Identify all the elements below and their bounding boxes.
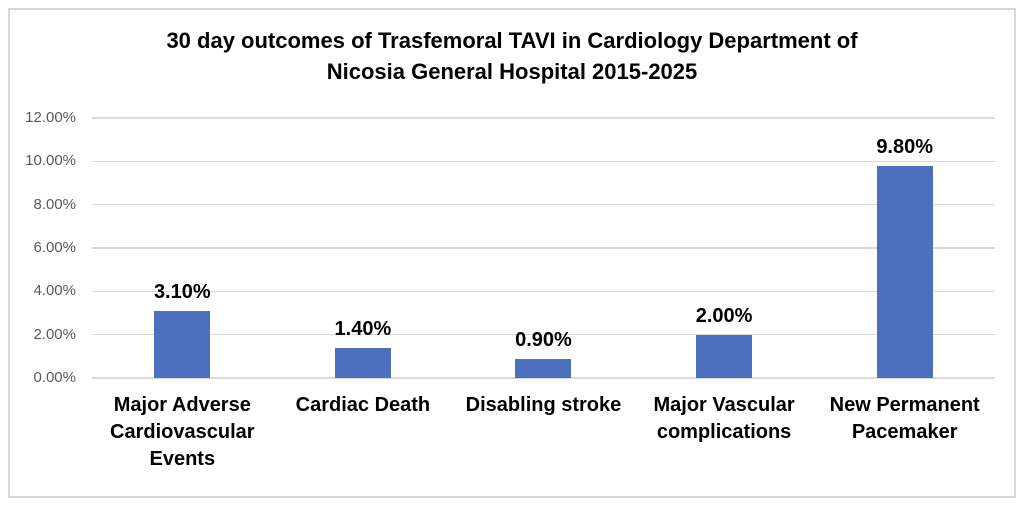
bar	[876, 165, 933, 378]
chart-title-line-2: Nicosia General Hospital 2015-2025	[326, 59, 698, 84]
x-axis-category-label: Major Vascular complications	[653, 394, 795, 443]
bar-column: 2.00%	[634, 118, 815, 378]
gridline	[92, 117, 995, 119]
y-axis-tick-label: 8.00%	[33, 195, 76, 213]
bar-value-label: 0.90%	[515, 328, 572, 351]
y-axis-tick-label: 2.00%	[33, 325, 76, 343]
y-axis-tick-label: 6.00%	[33, 239, 76, 256]
bar-value-label: 2.00%	[695, 304, 753, 327]
plot-area: 3.10% 1.40% 0.90% 2.00% 9.80%	[92, 117, 995, 379]
x-axis-category-label: New Permanent Pacemaker	[829, 394, 980, 443]
y-axis-tick-label: 10.00%	[25, 152, 76, 170]
y-axis-tick-label: 4.00%	[33, 282, 76, 300]
x-axis-category-label: Disabling stroke	[465, 394, 622, 416]
gridline	[92, 247, 995, 249]
chart-title-line-1: 30 day outcomes of Trasfemoral TAVI in C…	[166, 28, 858, 53]
gridline	[92, 160, 995, 163]
bar-column: 9.80%	[814, 118, 995, 378]
bar-value-label: 1.40%	[334, 317, 392, 340]
bar	[334, 347, 391, 378]
bar-value-label: 3.10%	[153, 280, 211, 303]
bar-column: 0.90%	[453, 118, 634, 378]
gridline	[92, 290, 995, 293]
gridline	[92, 203, 995, 206]
bar	[696, 334, 753, 378]
gridline	[92, 377, 995, 379]
y-axis-tick-label: 12.00%	[25, 109, 76, 126]
x-axis-category-label: Cardiac Death	[295, 394, 431, 416]
plot-bars: 3.10% 1.40% 0.90% 2.00% 9.80%	[92, 118, 995, 378]
y-axis-tick-label: 0.00%	[33, 369, 76, 386]
y-axis-labels: 0.00% 2.00% 4.00% 6.00% 8.00% 10.00% 12.00%	[0, 109, 78, 386]
bar	[154, 310, 211, 378]
bar-value-label: 9.80%	[876, 135, 934, 158]
x-axis-labels: Major Adverse Cardiovascular Events Cardi…	[92, 392, 995, 473]
bar-column: 1.40%	[273, 118, 454, 378]
bar-column: 3.10%	[92, 118, 273, 378]
bar	[515, 358, 572, 378]
x-axis-category-label: Major Adverse Cardiovascular Events	[110, 394, 255, 470]
gridline	[92, 333, 995, 336]
chart-title: 30 day outcomes of Trasfemoral TAVI in C…	[0, 25, 1024, 87]
